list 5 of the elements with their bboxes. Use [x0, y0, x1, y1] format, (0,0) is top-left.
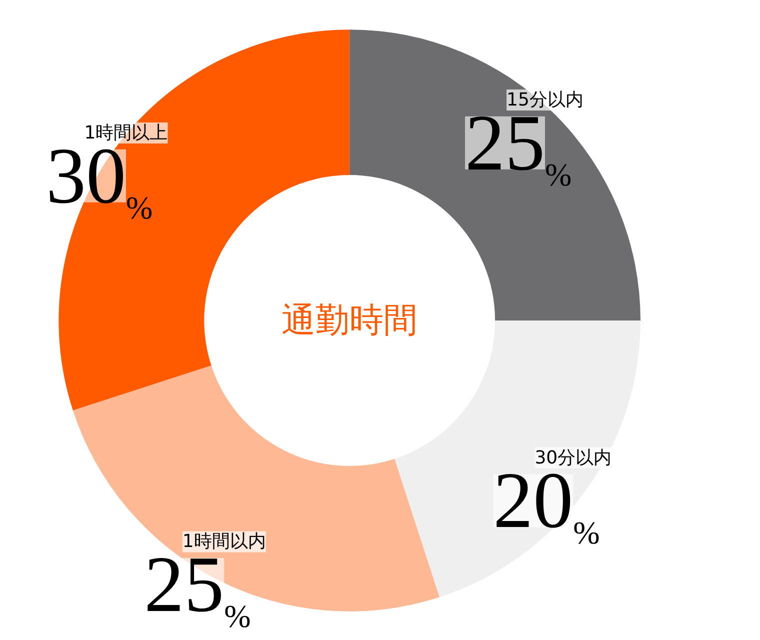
text: 通勤時間 — [282, 300, 418, 340]
slice-label: 30分以内 — [534, 447, 612, 468]
slice-label: 1時間以内 — [182, 531, 266, 552]
slice-label: 15分以内 — [506, 90, 584, 111]
slice-label: 1時間以上 — [84, 122, 168, 144]
